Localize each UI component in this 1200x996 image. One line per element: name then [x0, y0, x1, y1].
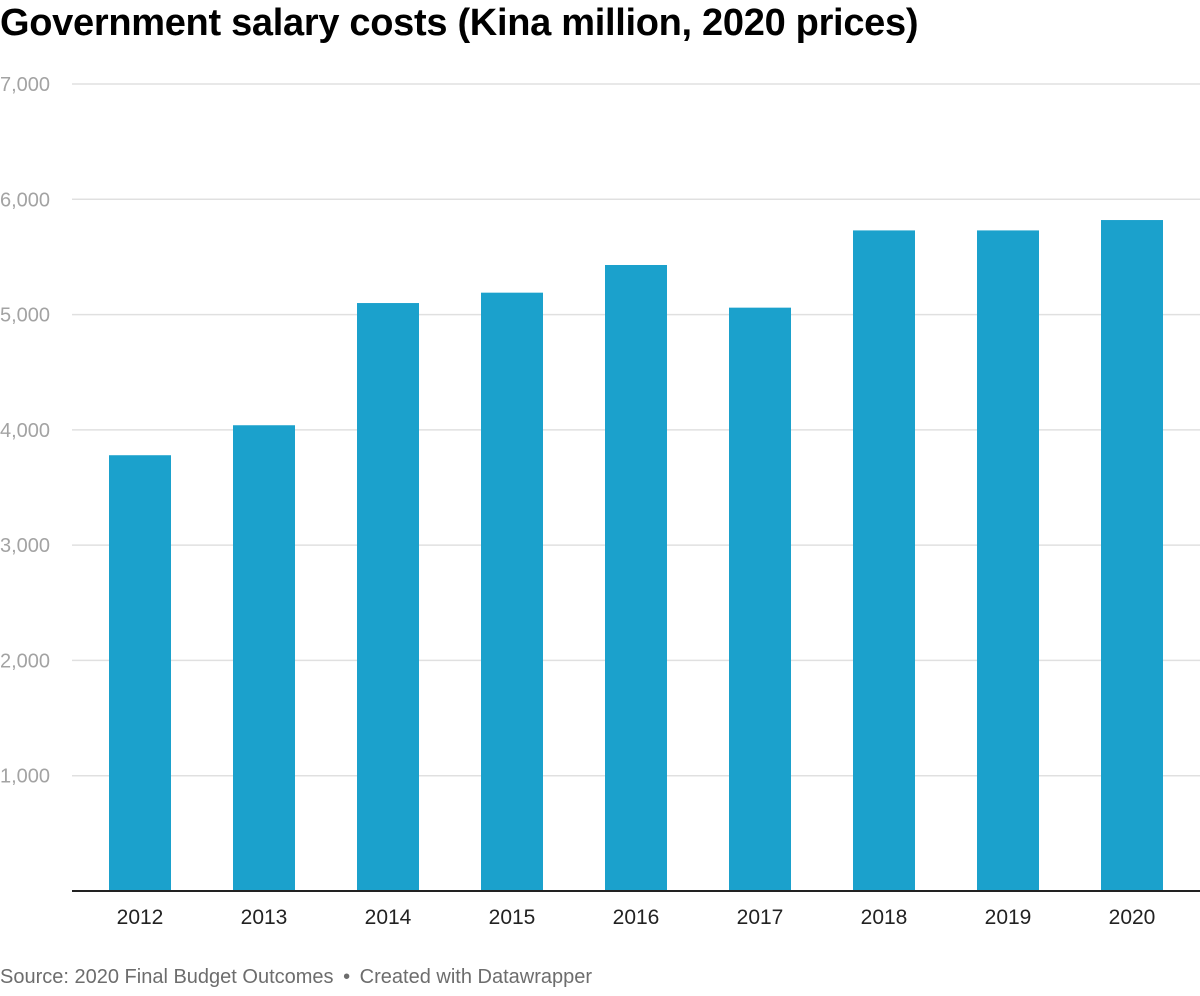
bar-2015: [481, 292, 543, 892]
bar-2017: [729, 307, 791, 891]
x-tick-label: 2015: [489, 906, 536, 929]
bar-2013: [233, 425, 295, 891]
y-tick-label: 3,000: [0, 535, 50, 557]
bar-2012: [109, 455, 171, 891]
x-axis-labels: 2012 2013 2014 2015 2016 2017 2018 2019 2020: [117, 906, 1156, 929]
bar-2018: [853, 230, 915, 892]
source-note: Source: 2020 Final Budget Outcomes: [0, 966, 334, 988]
x-tick-label: 2012: [117, 906, 164, 929]
x-tick-label: 2017: [737, 906, 784, 929]
y-tick-label: 2,000: [0, 650, 50, 672]
y-axis-labels: 1,000 2,000 3,000 4,000 5,000 6,000 7,000: [0, 74, 50, 788]
x-tick-label: 2018: [861, 906, 908, 929]
credit-note: Created with Datawrapper: [359, 966, 593, 988]
x-tick-label: 2016: [613, 906, 660, 929]
bar-2014: [357, 303, 419, 891]
y-tick-label: 4,000: [0, 420, 50, 442]
x-tick-label: 2019: [985, 906, 1032, 929]
footer: Source: 2020 Final Budget Outcomes • Cre…: [0, 966, 592, 989]
x-tick-label: 2013: [241, 906, 288, 929]
y-tick-label: 5,000: [0, 305, 50, 327]
y-tick-label: 7,000: [0, 74, 50, 96]
chart-title: Government salary costs (Kina million, 2…: [0, 2, 919, 44]
bar-2020: [1101, 220, 1163, 892]
y-tick-label: 1,000: [0, 766, 50, 788]
y-tick-label: 6,000: [0, 189, 50, 211]
bars: [109, 220, 1163, 892]
x-tick-label: 2020: [1109, 906, 1156, 929]
bar-2016: [605, 264, 667, 892]
x-tick-label: 2014: [365, 906, 412, 929]
footer-separator: •: [343, 966, 351, 988]
bar-2019: [977, 230, 1039, 892]
